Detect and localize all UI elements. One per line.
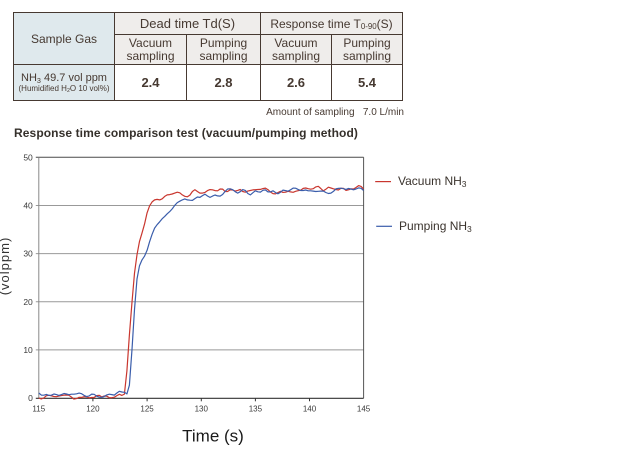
svg-text:0: 0 [28, 393, 33, 403]
svg-text:Vacuum NH3: Vacuum NH3 [398, 174, 467, 189]
svg-text:125: 125 [140, 405, 154, 414]
svg-text:40: 40 [23, 201, 33, 211]
svg-text:50: 50 [23, 152, 33, 162]
svg-text:Pumping NH3: Pumping NH3 [399, 219, 472, 234]
svg-text:140: 140 [303, 405, 317, 414]
svg-text:20: 20 [23, 297, 33, 307]
svg-text:145: 145 [357, 405, 371, 414]
svg-text:120: 120 [86, 405, 100, 414]
svg-text:Time (s): Time (s) [182, 427, 244, 446]
svg-text:115: 115 [32, 405, 45, 414]
svg-text:30: 30 [23, 249, 33, 259]
svg-text:10: 10 [23, 345, 33, 355]
svg-text:130: 130 [195, 405, 209, 414]
svg-text:135: 135 [249, 405, 263, 414]
svg-text:(volppm): (volppm) [0, 237, 12, 296]
